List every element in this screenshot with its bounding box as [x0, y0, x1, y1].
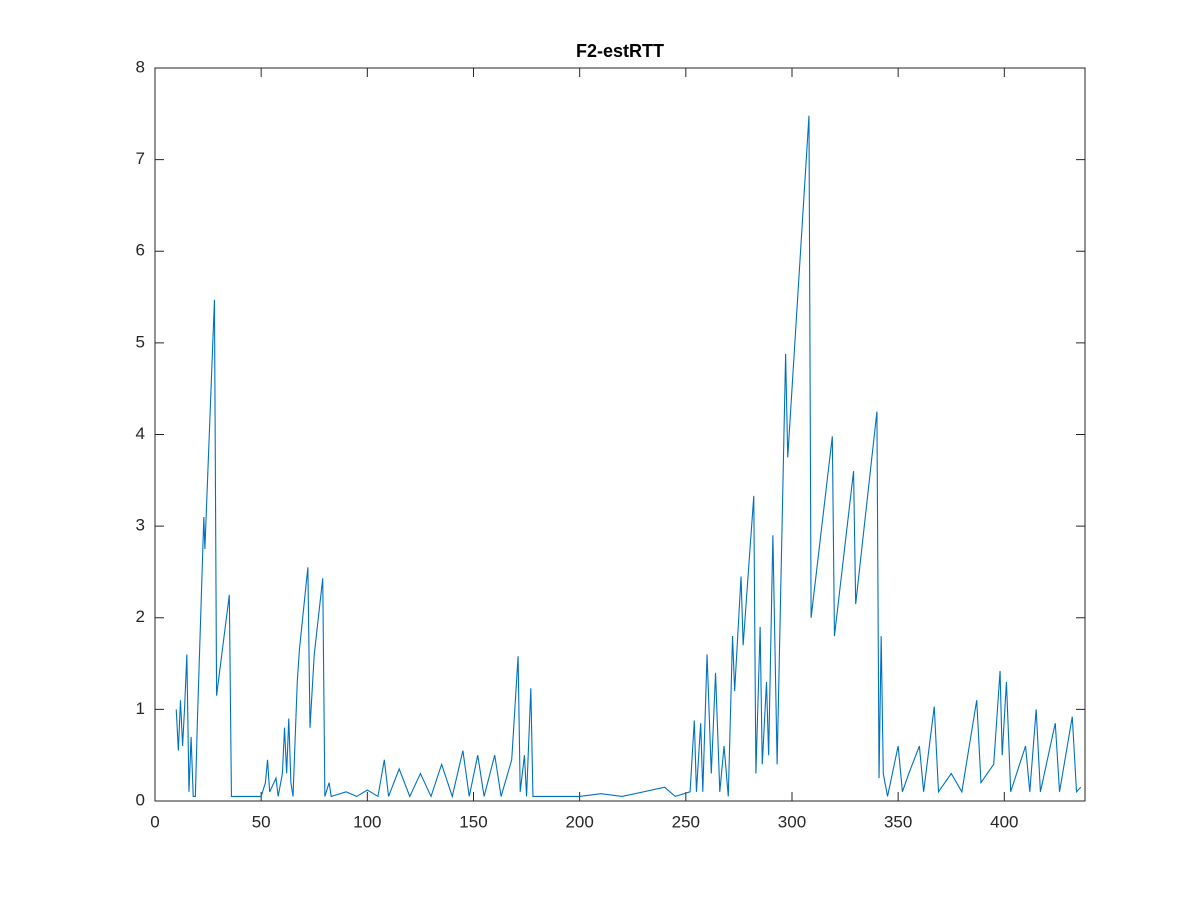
chart-title: F2-estRTT	[576, 41, 664, 61]
x-tick-label: 100	[353, 812, 381, 831]
x-tick-label: 200	[565, 812, 593, 831]
x-tick-label: 0	[150, 812, 159, 831]
data-line	[175, 115, 1082, 799]
y-tick-label: 2	[136, 607, 145, 626]
x-tick-label: 250	[672, 812, 700, 831]
x-tick-label: 350	[884, 812, 912, 831]
y-tick-label: 0	[136, 790, 145, 809]
x-tick-label: 50	[252, 812, 271, 831]
y-tick-label: 5	[136, 332, 145, 351]
y-tick-label: 7	[136, 149, 145, 168]
x-tick-label: 400	[990, 812, 1018, 831]
y-tick-label: 6	[136, 241, 145, 260]
x-tick-label: 300	[778, 812, 806, 831]
y-tick-label: 3	[136, 516, 145, 535]
y-tick-label: 4	[136, 424, 145, 443]
plot-area	[154, 67, 1086, 802]
y-tick-label: 8	[136, 57, 145, 76]
y-tick-label: 1	[136, 699, 145, 718]
x-tick-label: 150	[459, 812, 487, 831]
